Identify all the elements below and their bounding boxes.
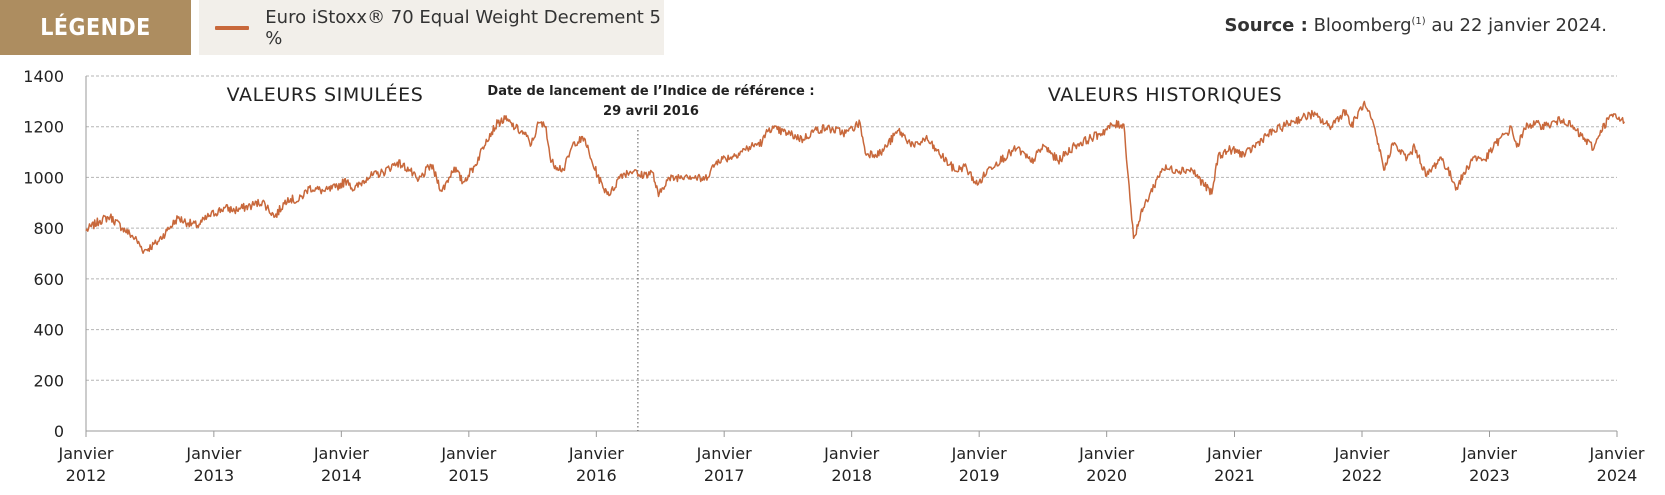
- x-tick-label-month: Janvier: [1206, 444, 1262, 463]
- x-tick-label-year: 2014: [321, 466, 362, 485]
- x-tick-label-year: 2022: [1342, 466, 1383, 485]
- source-note: Source : Bloomberg(1) au 22 janvier 2024…: [1224, 15, 1607, 36]
- source-footnote: (1): [1411, 16, 1426, 27]
- source-prefix: Source :: [1224, 15, 1308, 36]
- x-tick-label-month: Janvier: [823, 444, 879, 463]
- y-tick-label: 800: [33, 219, 64, 238]
- x-tick-label-month: Janvier: [313, 444, 369, 463]
- x-tick-label-month: Janvier: [1334, 444, 1390, 463]
- x-tick-label-month: Janvier: [440, 444, 496, 463]
- series-layer: [85, 100, 1625, 255]
- y-tick-label: 0: [54, 422, 64, 441]
- x-tick-label-month: Janvier: [185, 444, 241, 463]
- grid: [86, 75, 1617, 381]
- x-tick-label-year: 2021: [1214, 466, 1255, 485]
- annotation-launch-line2: 29 avril 2016: [603, 104, 699, 119]
- annotations: VALEURS SIMULÉES VALEURS HISTORIQUES Dat…: [227, 83, 1282, 119]
- source-suffix: au 22 janvier 2024.: [1425, 15, 1607, 36]
- y-tick-label: 1000: [23, 168, 64, 187]
- x-tick-label-year: 2012: [66, 466, 107, 485]
- y-tick-label: 200: [33, 371, 64, 390]
- annotation-launch-line1: Date de lancement de l’Indice de référen…: [487, 84, 814, 99]
- x-tick-label-year: 2015: [448, 466, 489, 485]
- x-tick-label-month: Janvier: [1461, 444, 1517, 463]
- x-tick-label-year: 2017: [704, 466, 745, 485]
- legend-tag: LÉGENDE: [0, 0, 191, 55]
- x-tick-label-year: 2018: [831, 466, 872, 485]
- y-tick-label: 1200: [23, 118, 64, 137]
- annotation-simulated: VALEURS SIMULÉES: [227, 83, 424, 106]
- series-line: [85, 100, 1625, 255]
- x-tick-label-month: Janvier: [58, 444, 114, 463]
- y-tick-label: 1400: [23, 67, 64, 86]
- axes: 0 200 400 600 800 1000 1200 1400 Janvier 2012 Janv…: [23, 67, 1645, 485]
- x-tick-label-year: 2019: [959, 466, 1000, 485]
- x-tick-label-year: 2024: [1597, 466, 1638, 485]
- x-tick-label-month: Janvier: [1589, 444, 1645, 463]
- x-tick-label-month: Janvier: [568, 444, 624, 463]
- legend-swatch: [215, 25, 250, 30]
- x-tick-label-year: 2016: [576, 466, 617, 485]
- legend-series-label: Euro iStoxx® 70 Equal Weight Decrement 5…: [265, 6, 661, 49]
- x-tick-label-month: Janvier: [1078, 444, 1134, 463]
- y-tick-label: 600: [33, 270, 64, 289]
- x-tick-label-year: 2023: [1469, 466, 1510, 485]
- x-tick-label-year: 2020: [1086, 466, 1127, 485]
- annotation-historical: VALEURS HISTORIQUES: [1048, 84, 1282, 106]
- y-tick-label: 400: [33, 321, 64, 340]
- legend: Euro iStoxx® 70 Equal Weight Decrement 5…: [199, 0, 664, 55]
- x-tick-label-month: Janvier: [696, 444, 752, 463]
- x-tick-label-year: 2013: [193, 466, 234, 485]
- x-tick-label-month: Janvier: [951, 444, 1007, 463]
- source-text: Bloomberg: [1313, 15, 1412, 36]
